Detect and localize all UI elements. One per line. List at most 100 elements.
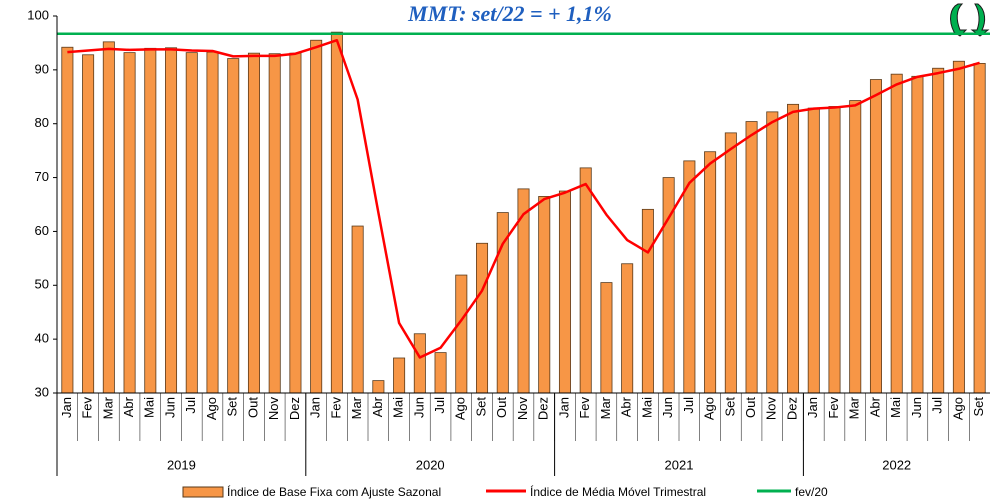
x-tick-label: Jan [556, 397, 571, 418]
bar [330, 31, 343, 394]
x-tick-label: Dez [784, 397, 799, 420]
bar [455, 274, 468, 394]
x-tick-label: Mar [349, 396, 364, 419]
bar [932, 67, 945, 394]
x-tick-label: Abr [121, 396, 136, 417]
y-tick-label: 80 [35, 115, 49, 130]
arrow-icon [950, 3, 990, 37]
x-tick-label: Dez [536, 397, 551, 420]
bar [724, 132, 737, 394]
bar [289, 52, 302, 394]
bar [828, 106, 841, 394]
x-tick-label: Set [971, 397, 986, 417]
bar [123, 52, 136, 394]
x-tick-label: Fev [80, 397, 95, 419]
bar [413, 333, 426, 394]
x-tick-label: Set [473, 397, 488, 417]
bar [268, 53, 281, 394]
x-tick-label: Mai [888, 397, 903, 418]
x-tick-label: Jun [411, 397, 426, 418]
bar [102, 41, 115, 394]
y-tick-label: 60 [35, 223, 49, 238]
bar [704, 151, 717, 394]
bar [61, 46, 74, 394]
x-tick-label: Nov [515, 397, 530, 421]
x-tick-label: Jan [805, 397, 820, 418]
bar [538, 196, 551, 394]
x-tick-label: Ago [950, 397, 965, 420]
x-tick-label: Jun [162, 397, 177, 418]
bar [745, 121, 758, 394]
bar [600, 282, 613, 394]
bar [144, 47, 157, 394]
bar [82, 54, 95, 394]
bar [641, 208, 654, 394]
x-tick-label: Ago [702, 397, 717, 420]
bar [973, 62, 986, 394]
bar [787, 103, 800, 394]
bar [683, 160, 696, 394]
x-tick-label: Jan [308, 397, 323, 418]
year-label: 2022 [882, 457, 911, 472]
bar [351, 225, 364, 394]
x-tick-label: Out [743, 397, 758, 418]
bar [434, 352, 447, 394]
bar [869, 79, 882, 394]
x-tick-label: Jul [432, 397, 447, 414]
bar [393, 357, 406, 394]
bar [227, 58, 240, 394]
x-tick-label: Jul [930, 397, 945, 414]
x-tick-label: Jun [660, 397, 675, 418]
chart-title: MMT: set/22 = + 1,1% [407, 1, 612, 26]
x-tick-label: Out [494, 397, 509, 418]
bar [890, 73, 903, 394]
bar [476, 242, 489, 394]
x-tick-label: Nov [266, 397, 281, 421]
bar [849, 100, 862, 394]
x-tick-label: Jun [909, 397, 924, 418]
x-tick-label: Nov [764, 397, 779, 421]
bar [247, 52, 260, 394]
bar [558, 190, 571, 394]
x-tick-label: Abr [619, 396, 634, 417]
legend-label: Índice de Base Fixa com Ajuste Sazonal [227, 484, 441, 499]
bar [165, 47, 178, 394]
bar [621, 263, 634, 394]
x-tick-label: Mai [142, 397, 157, 418]
bar [185, 52, 198, 394]
legend-label: Índice de Média Móvel Trimestral [530, 484, 706, 499]
bar [579, 167, 592, 394]
y-tick-label: 90 [35, 61, 49, 76]
x-tick-label: Abr [867, 396, 882, 417]
x-tick-label: Fev [328, 397, 343, 419]
year-label: 2021 [665, 457, 694, 472]
line [67, 38, 980, 359]
bar [807, 107, 820, 394]
x-tick-label: Set [722, 397, 737, 417]
x-tick-label: Mai [391, 397, 406, 418]
bar [911, 75, 924, 394]
bar [766, 111, 779, 394]
x-tick-label: Out [245, 397, 260, 418]
x-tick-label: Fev [577, 397, 592, 419]
x-tick-label: Mai [639, 397, 654, 418]
x-tick-label: Mar [598, 396, 613, 419]
x-tick-label: Dez [287, 397, 302, 420]
y-tick-label: 70 [35, 169, 49, 184]
y-tick-label: 50 [35, 277, 49, 292]
bar [952, 60, 965, 394]
x-tick-label: Jan [59, 397, 74, 418]
y-tick-label: 30 [35, 384, 49, 399]
x-tick-label: Jul [681, 397, 696, 414]
x-tick-label: Mar [847, 396, 862, 419]
x-tick-label: Ago [204, 397, 219, 420]
bar [310, 39, 323, 394]
bar [372, 380, 385, 394]
x-tick-label: Mar [100, 396, 115, 419]
bar [206, 51, 219, 394]
x-tick-label: Abr [370, 396, 385, 417]
year-label: 2019 [167, 457, 196, 472]
y-tick-label: 40 [35, 331, 49, 346]
year-label: 2020 [416, 457, 445, 472]
